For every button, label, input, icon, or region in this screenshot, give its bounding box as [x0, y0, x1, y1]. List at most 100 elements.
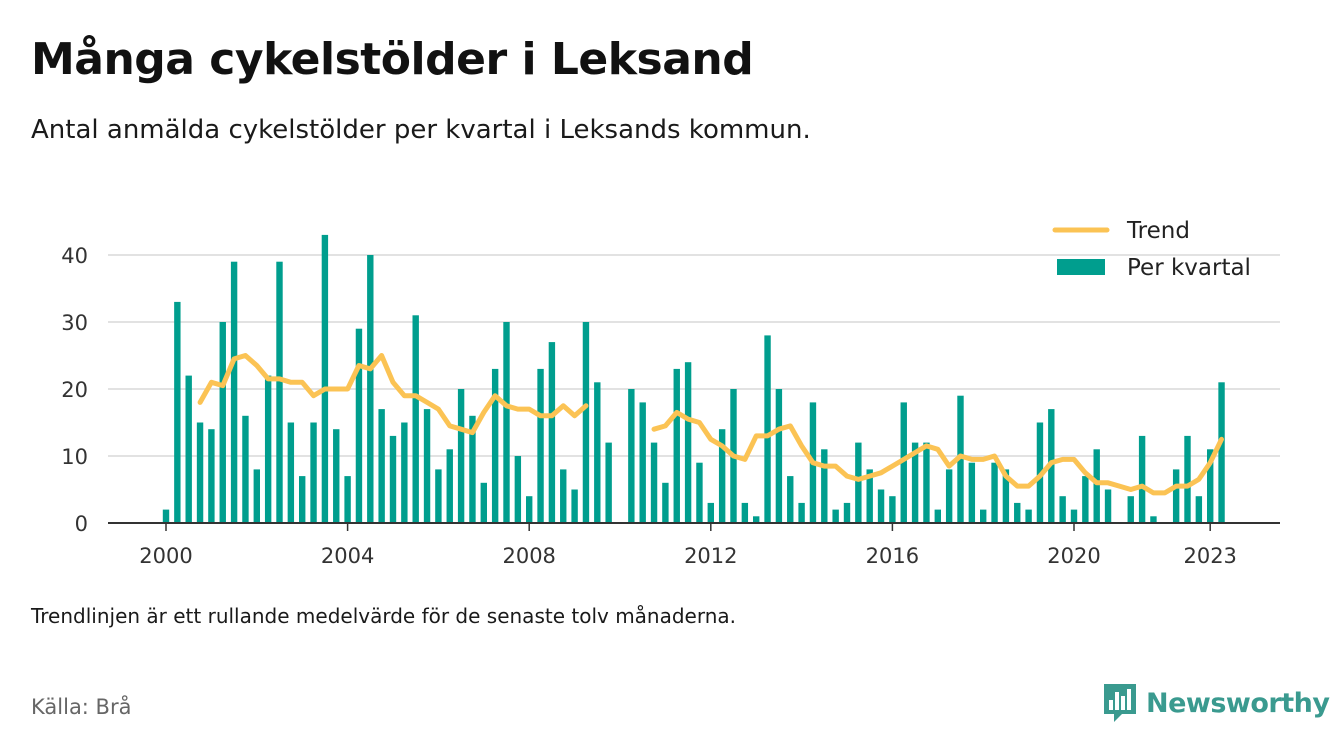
bar: [821, 449, 828, 523]
bar: [378, 409, 385, 523]
bar: [435, 469, 442, 523]
chart-subtitle: Antal anmälda cykelstölder per kvartal i…: [31, 115, 811, 145]
chart-note: Trendlinjen är ett rullande medelvärde f…: [31, 604, 737, 628]
bar: [889, 496, 896, 523]
bar: [877, 489, 885, 523]
bar: [344, 476, 351, 523]
bar: [321, 234, 329, 523]
x-tick-label: 2020: [1047, 544, 1100, 568]
legend-trend-label: Trend: [1126, 218, 1190, 244]
bar: [355, 328, 363, 523]
x-tick-label: 2000: [139, 544, 192, 568]
bar: [196, 422, 204, 523]
brand-logo: Newsworthy: [1102, 682, 1330, 724]
bar: [310, 422, 317, 523]
brand-chart-icon: [1104, 684, 1136, 722]
bar: [174, 301, 181, 523]
bar: [162, 509, 170, 523]
bar: [219, 322, 226, 523]
bar: [389, 435, 397, 523]
bar: [764, 335, 771, 523]
bar: [753, 516, 760, 523]
bar: [628, 389, 635, 523]
bar: [787, 476, 794, 523]
bar: [230, 261, 238, 523]
bar: [548, 342, 556, 523]
bar: [707, 502, 714, 523]
bar: [423, 409, 431, 523]
bar: [855, 442, 862, 523]
bar: [718, 429, 726, 523]
bar: [832, 509, 839, 523]
bar: [1002, 469, 1010, 523]
bar: [1150, 516, 1157, 523]
bar: [843, 502, 851, 523]
bar: [662, 482, 669, 523]
bar: [957, 395, 964, 523]
bar: [1184, 435, 1191, 523]
bar: [412, 315, 419, 523]
bar: [991, 462, 998, 523]
bar: [560, 469, 567, 523]
bar: [696, 462, 703, 523]
x-tick-label: 2023: [1183, 544, 1236, 568]
legend-bars-label: Per kvartal: [1127, 255, 1251, 281]
x-tick-label: 2012: [684, 544, 737, 568]
x-tick-label: 2004: [321, 544, 374, 568]
y-tick-label: 20: [61, 378, 88, 402]
bar: [264, 375, 272, 523]
grid-lines: [108, 254, 1280, 457]
bar: [401, 422, 408, 523]
y-tick-label: 30: [61, 311, 88, 335]
x-tick-label: 2016: [866, 544, 919, 568]
bar: [639, 402, 646, 523]
bar: [287, 422, 295, 523]
bar: [582, 322, 590, 523]
bar: [1195, 496, 1203, 523]
bar: [980, 509, 987, 523]
bar: [208, 429, 215, 523]
bar: [968, 462, 976, 523]
bar: [1127, 496, 1134, 523]
bar: [594, 382, 601, 523]
bar: [934, 509, 941, 523]
bar: [1082, 476, 1089, 523]
y-axis: 0 10 20 30 40: [61, 244, 88, 536]
bar: [923, 442, 930, 523]
bar: [526, 496, 533, 523]
bar: [571, 489, 578, 523]
brand-name: Newsworthy: [1146, 687, 1330, 719]
bar: [1138, 435, 1146, 523]
bar: [253, 469, 260, 523]
legend: Trend Per kvartal: [1052, 218, 1251, 281]
trend-line: [197, 353, 589, 436]
bar: [276, 261, 283, 523]
bar: [185, 375, 192, 523]
y-tick-label: 40: [61, 244, 88, 268]
bar-series: [162, 234, 1225, 523]
bar: [491, 368, 499, 523]
bar: [673, 368, 680, 523]
bar: [480, 482, 487, 523]
bar: [798, 502, 805, 523]
bar: [1093, 449, 1100, 523]
trend-series: [197, 353, 1224, 496]
bar: [469, 415, 476, 523]
chart-title: Många cykelstölder i Leksand: [31, 34, 754, 85]
y-tick-label: 10: [61, 445, 88, 469]
bar: [537, 368, 544, 523]
bar: [457, 389, 465, 523]
x-axis: 2000 2004 2008 2012 2016 2020 2023: [108, 522, 1280, 568]
bar: [650, 442, 658, 523]
bar: [1059, 496, 1066, 523]
chart-area: 2000 2004 2008 2012 2016 2020 2023 0 10 20 30 40 T…: [61, 218, 1280, 568]
source-label: Källa: Brå: [31, 695, 132, 719]
bar: [446, 449, 453, 523]
bar: [741, 502, 749, 523]
bar: [605, 442, 612, 523]
y-tick-label: 0: [75, 512, 88, 536]
bar: [514, 456, 522, 523]
bar: [1025, 509, 1032, 523]
bar: [367, 255, 374, 523]
bar: [1104, 489, 1112, 523]
